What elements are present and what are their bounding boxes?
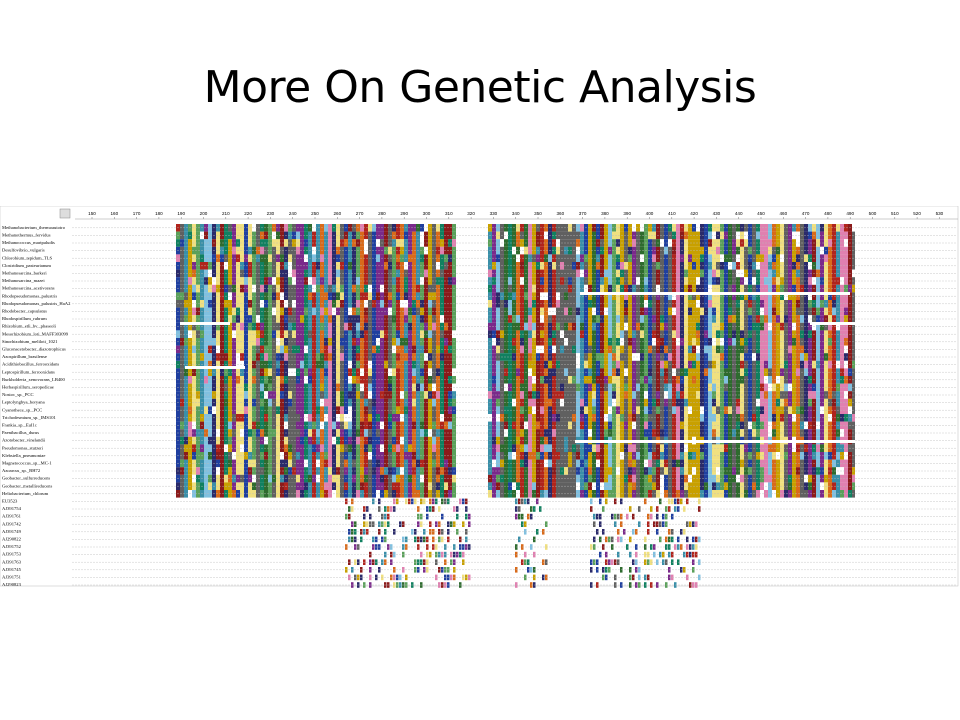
ruler-label: 360	[556, 211, 564, 216]
ruler-label: 240	[289, 211, 297, 216]
ruler-label: 180	[155, 211, 163, 216]
ruler-label: 170	[133, 211, 141, 216]
ruler-label: 190	[177, 211, 185, 216]
ruler-label: 450	[757, 211, 765, 216]
ruler-label: 400	[646, 211, 654, 216]
ruler-label: 420	[690, 211, 698, 216]
ruler-label: 330	[490, 211, 498, 216]
ruler-label: 280	[378, 211, 386, 216]
ruler-label: 340	[512, 211, 520, 216]
residue-block	[848, 444, 855, 452]
ruler-label: 300	[423, 211, 431, 216]
ruler-label: 460	[779, 211, 787, 216]
ruler-label: 270	[356, 211, 364, 216]
ruler-label: 310	[445, 211, 453, 216]
ruler-label: 150	[88, 211, 96, 216]
residue-block	[848, 421, 855, 430]
scroll-button[interactable]	[59, 208, 71, 219]
ruler-label: 230	[267, 211, 275, 216]
ruler-label: 370	[579, 211, 587, 216]
ruler-label: 220	[244, 211, 252, 216]
ruler-label: 530	[936, 211, 944, 216]
ruler-label: 320	[467, 211, 475, 216]
ruler-label: 250	[311, 211, 319, 216]
ruler-label: 500	[869, 211, 877, 216]
ruler-label: 380	[601, 211, 609, 216]
ruler-label: 510	[891, 211, 899, 216]
ruler-label: 440	[735, 211, 743, 216]
ruler-label: 290	[400, 211, 408, 216]
ruler-label: 490	[846, 211, 854, 216]
ruler-label: 430	[713, 211, 721, 216]
ruler-label: 390	[623, 211, 631, 216]
ruler-label: 410	[668, 211, 676, 216]
ruler-label: 260	[333, 211, 341, 216]
slide-title: More On Genetic Analysis	[203, 62, 757, 113]
ruler-label: 200	[200, 211, 208, 216]
ruler-label: 210	[222, 211, 230, 216]
ruler-label: 520	[913, 211, 921, 216]
ruler-label: 480	[824, 211, 832, 216]
ruler-label: 350	[534, 211, 542, 216]
ruler-label: 470	[802, 211, 810, 216]
ruler-label: 160	[110, 211, 118, 216]
alignment-panel: 150 160 170 180 190 200 210 220 230 240 250 260 270 2…	[0, 206, 959, 588]
